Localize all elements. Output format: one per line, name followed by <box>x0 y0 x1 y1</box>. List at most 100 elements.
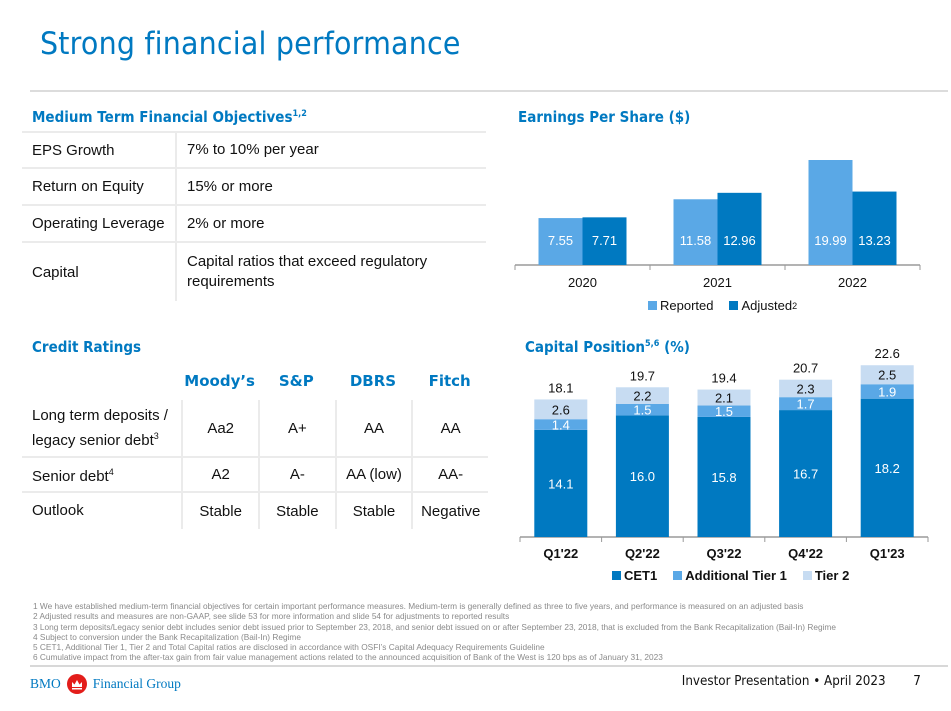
capital-segment-label: 2.3 <box>797 381 815 396</box>
capital-segment-label: 1.9 <box>878 384 896 399</box>
objective-value: 2% or more <box>187 214 265 232</box>
legend-swatch-at1 <box>673 571 683 580</box>
capital-segment-cet1 <box>534 429 588 537</box>
rating-row: Senior debt4 A2 A- AA (low) AA- <box>22 458 488 493</box>
capital-segment-cet1 <box>615 415 669 537</box>
logo-text-financial-group: Financial Group <box>92 676 181 691</box>
objective-value: 7% to 10% per year <box>187 141 319 158</box>
ratings-header-row: Moody’s S&P DBRS Fitch <box>22 362 488 400</box>
logo-text-bmo: BMO <box>30 676 61 691</box>
capital-segment-cet1 <box>779 410 833 537</box>
capital-segment-tier-2 <box>860 365 914 385</box>
objective-row: Return on Equity 15% or more <box>22 167 486 204</box>
eps-category-label: 2022 <box>838 275 867 290</box>
rating-value: AA <box>334 400 412 456</box>
capital-title-suffix: (%) <box>664 338 690 356</box>
rating-label: Senior debt4 <box>22 458 181 491</box>
rating-row: Long term deposits / legacy senior debt3… <box>22 400 488 458</box>
capital-category-label: Q3'22 <box>707 546 742 561</box>
footnote: 2 Adjusted results and measures are non-… <box>33 611 510 622</box>
capital-segment-label: 2.6 <box>552 402 570 417</box>
eps-chart: 7.55 7.71 2020 11.58 12.96 2021 19.99 13.23 2022 <box>514 160 921 290</box>
eps-chart-title: Earnings Per Share ($) <box>518 108 691 126</box>
rating-value: AA <box>411 400 488 456</box>
capital-segment-label: 2.5 <box>878 368 896 383</box>
capital-segment-additional-tier-1 <box>534 419 588 430</box>
rating-label-sup: 3 <box>153 430 159 441</box>
eps-data-label: 7.55 <box>548 233 573 248</box>
footer-divider <box>30 665 948 667</box>
capital-segment-label: 1.7 <box>797 397 815 412</box>
eps-data-label: 7.71 <box>592 233 617 248</box>
agency-header: DBRS <box>349 372 397 390</box>
capital-segment-tier-2 <box>697 389 751 406</box>
rating-label: Long term deposits / legacy senior debt3 <box>22 400 181 456</box>
rating-value: Stable <box>181 493 258 529</box>
agency-header: S&P <box>278 372 314 390</box>
footnote: 4 Subject to conversion under the Bank R… <box>33 631 301 642</box>
capital-title-sup: 5,6 <box>645 339 660 349</box>
capital-segment-label: 15.8 <box>711 470 736 485</box>
eps-legend: Reported Adjusted 2 <box>648 298 797 313</box>
objectives-heading: Medium Term Financial Objectives1,2 <box>32 108 307 126</box>
page-number: 7 <box>913 674 921 689</box>
objective-value: 15% or more <box>187 177 273 195</box>
bmo-logo: BMO Financial Group <box>30 674 181 694</box>
capital-segment-label: 2.1 <box>715 391 733 406</box>
rating-value: Stable <box>334 493 412 529</box>
capital-category-label: Q1'23 <box>870 546 905 561</box>
capital-segment-additional-tier-1 <box>615 404 669 416</box>
ratings-table: Moody’s S&P DBRS Fitch Long term deposit… <box>22 362 488 529</box>
objective-row: Capital Capital ratios that exceed regul… <box>22 241 486 301</box>
legend-item-adjusted: Adjusted 2 <box>729 298 797 313</box>
eps-bar-adjusted <box>852 191 897 265</box>
bmo-m-bar-icon <box>71 680 82 690</box>
rating-label-text: Long term deposits / legacy senior debt <box>32 406 168 449</box>
capital-chart-title: Capital Position5,6 (%) <box>525 338 690 356</box>
eps-category-label: 2020 <box>568 275 597 290</box>
capital-segment-tier-2 <box>779 379 833 398</box>
objective-value: Capital ratios that exceed regulatory re… <box>187 253 428 290</box>
objectives-table: EPS Growth 7% to 10% per year Return on … <box>22 131 486 301</box>
eps-data-label: 13.23 <box>858 233 891 248</box>
rating-value: AA- <box>411 458 488 491</box>
eps-data-label: 11.58 <box>680 233 712 248</box>
capital-segment-label: 18.2 <box>875 461 900 476</box>
capital-segment-label: 16.0 <box>630 469 655 484</box>
capital-segment-label: 14.1 <box>548 476 573 491</box>
legend-swatch-tier2 <box>802 571 812 580</box>
eps-bar-reported <box>673 199 718 265</box>
footnote: 5 CET1, Additional Tier 1, Tier 2 and To… <box>33 642 545 653</box>
capital-total-label: 18.1 <box>548 380 573 395</box>
title-divider <box>30 90 948 92</box>
objectives-heading-sup: 1,2 <box>292 109 307 119</box>
footer-info: Investor Presentation • April 2023 7 <box>682 674 921 689</box>
footnote: 3 Long term deposits/Legacy senior debt … <box>33 621 836 632</box>
legend-item-tier2: Tier 2 <box>802 568 850 583</box>
capital-segment-additional-tier-1 <box>860 384 914 399</box>
rating-value: A- <box>258 458 335 491</box>
eps-bar-adjusted <box>717 192 762 265</box>
capital-segment-cet1 <box>697 416 751 537</box>
capital-segment-additional-tier-1 <box>779 397 833 411</box>
eps-bar-reported <box>538 218 583 265</box>
capital-category-label: Q1'22 <box>543 546 578 561</box>
rating-value: Stable <box>258 493 335 529</box>
objectives-heading-text: Medium Term Financial Objectives <box>32 108 293 126</box>
legend-swatch-cet1 <box>612 571 621 580</box>
capital-segment-label: 2.2 <box>633 389 651 404</box>
legend-label: Tier 2 <box>814 568 850 583</box>
capital-segment-label: 1.5 <box>633 403 651 418</box>
capital-total-label: 20.7 <box>793 361 818 376</box>
objective-label: Return on Equity <box>22 169 177 204</box>
legend-swatch-adjusted <box>729 301 739 310</box>
legend-swatch-reported <box>648 301 657 310</box>
page-title: Strong financial performance <box>40 26 461 62</box>
legend-label: Adjusted <box>741 298 793 313</box>
capital-segment-label: 1.5 <box>715 404 733 419</box>
rating-label-text: Senior debt <box>32 468 109 485</box>
objective-row: Operating Leverage 2% or more <box>22 204 486 241</box>
capital-segment-label: 16.7 <box>793 467 818 482</box>
rating-label: Outlook <box>32 502 84 519</box>
capital-segment-label: 1.4 <box>552 418 570 433</box>
